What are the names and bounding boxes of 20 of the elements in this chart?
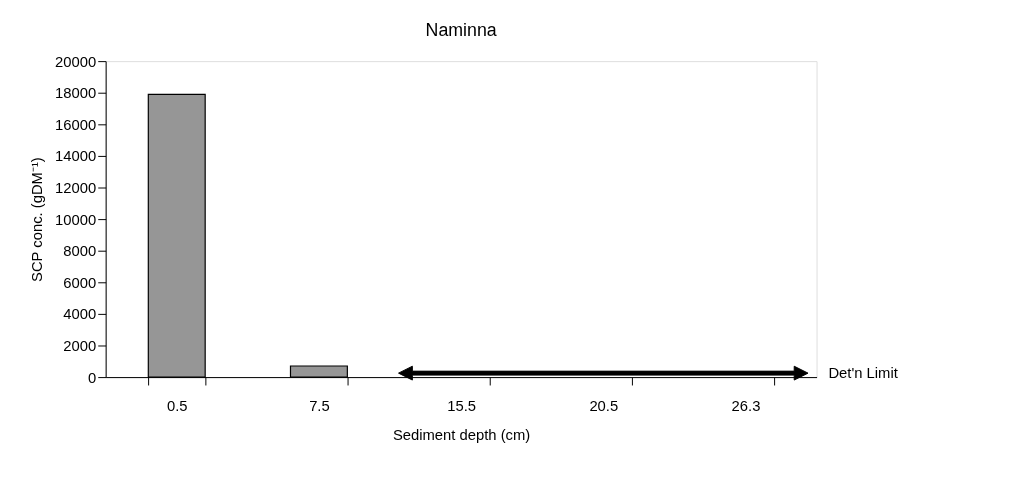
y-tick-label: 14000 <box>55 148 97 165</box>
y-axis-title: SCP conc. (gDM⁻¹) <box>29 157 46 282</box>
x-tick-label: 0.5 <box>166 398 188 415</box>
y-tick-label: 18000 <box>55 85 97 102</box>
x-tick-label: 7.5 <box>309 398 330 415</box>
x-axis-title: Sediment depth (cm) <box>392 426 531 443</box>
x-tick-label: 20.5 <box>589 398 619 415</box>
y-tick-label: 4000 <box>63 306 97 323</box>
y-tick-label: 16000 <box>55 116 97 133</box>
y-tick-label: 10000 <box>55 211 97 228</box>
y-tick-label: 2000 <box>63 337 97 354</box>
x-tick-label: 26.3 <box>731 398 761 415</box>
x-tick-label: 15.5 <box>447 398 477 415</box>
y-tick-label: 6000 <box>63 274 97 291</box>
y-tick-label: 12000 <box>55 179 97 196</box>
y-tick-label: 20000 <box>55 53 97 70</box>
y-tick-label: 8000 <box>63 243 97 260</box>
ref-line-label: Det'n Limit <box>828 365 898 382</box>
chart-title: Naminna <box>425 20 497 41</box>
y-tick-label: 0 <box>88 369 97 386</box>
